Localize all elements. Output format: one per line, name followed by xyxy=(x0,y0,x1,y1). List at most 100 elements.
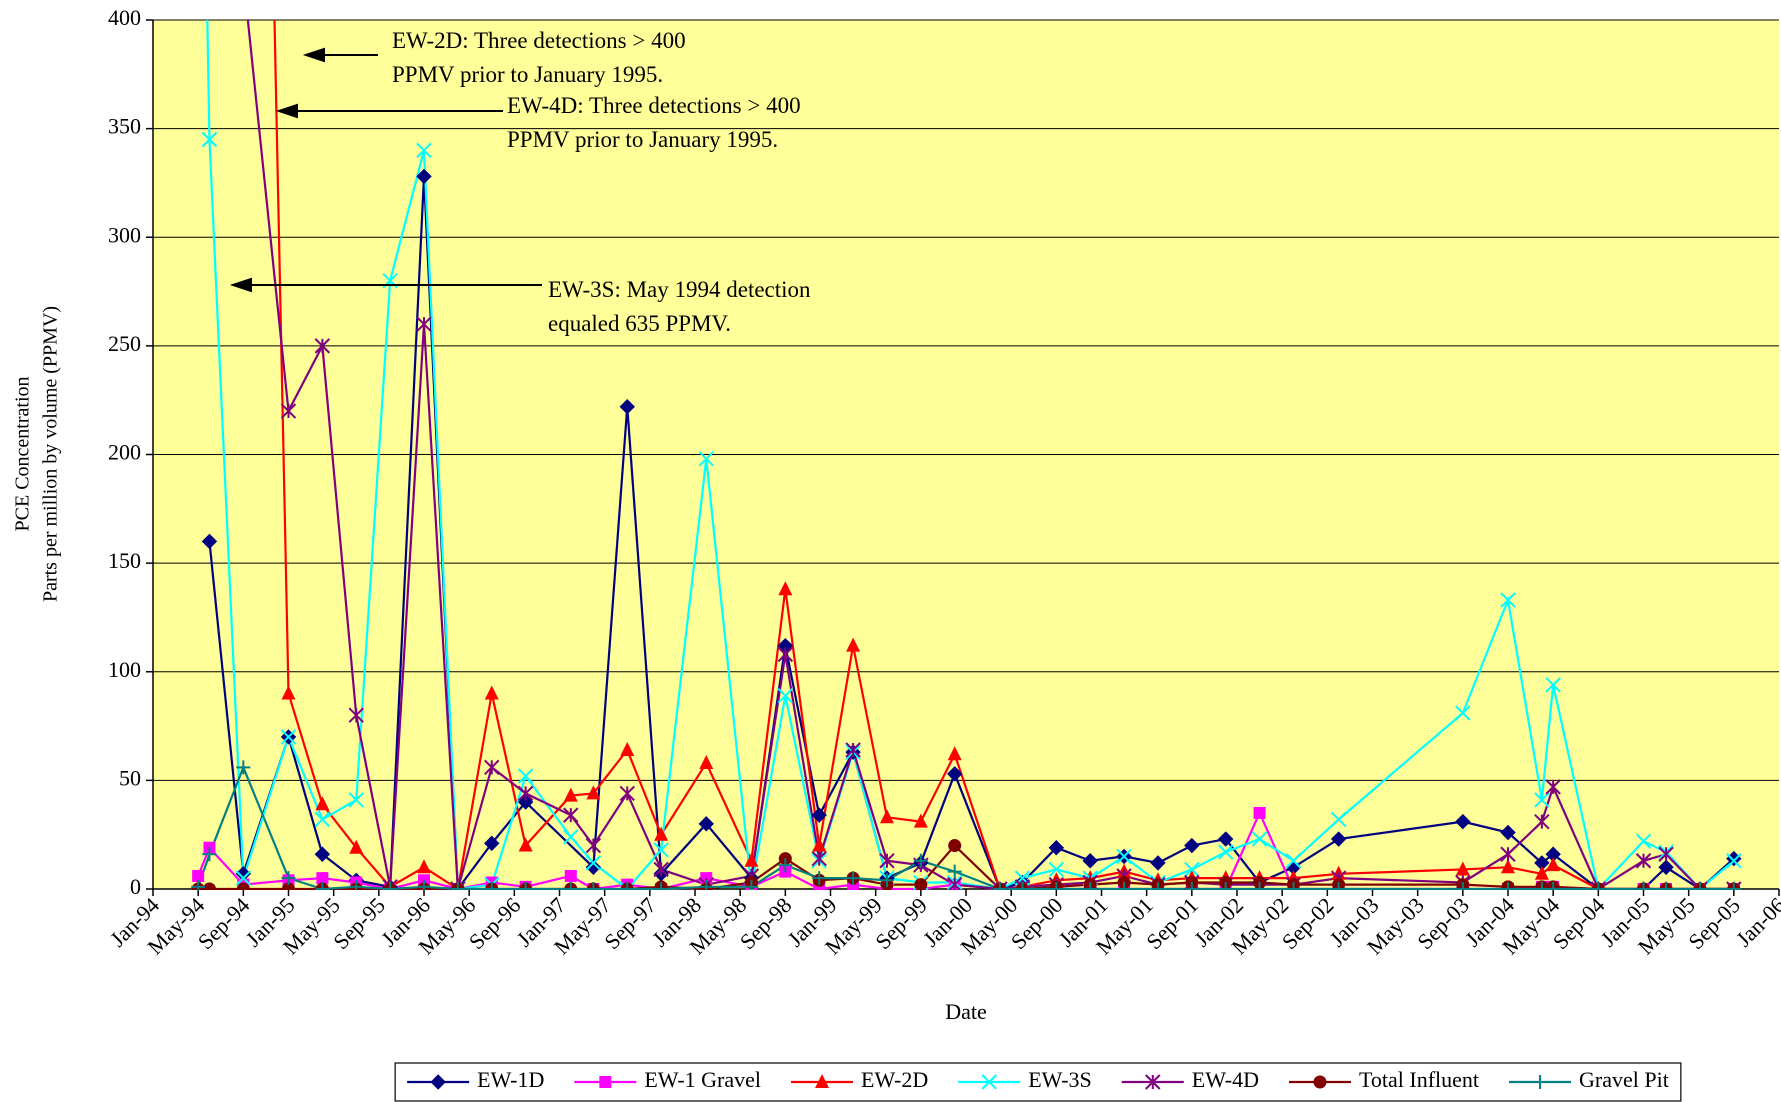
marker xyxy=(948,839,962,853)
marker xyxy=(236,760,251,775)
marker xyxy=(1048,840,1065,856)
marker xyxy=(518,837,533,852)
marker xyxy=(517,768,534,784)
annotation: EW-3S: May 1994 detection xyxy=(548,277,811,302)
marker xyxy=(815,1074,830,1088)
marker xyxy=(201,131,218,148)
marker xyxy=(845,742,861,758)
marker xyxy=(192,869,205,882)
marker xyxy=(1500,824,1516,841)
marker xyxy=(281,871,296,886)
marker xyxy=(1500,592,1516,608)
marker xyxy=(620,882,635,890)
marker xyxy=(348,707,364,723)
marker xyxy=(1455,861,1470,876)
marker xyxy=(563,807,579,823)
legend-label: EW-4D xyxy=(1192,1067,1259,1092)
marker xyxy=(586,785,601,800)
marker xyxy=(1184,837,1200,854)
marker xyxy=(280,403,297,419)
marker xyxy=(1658,859,1674,875)
marker xyxy=(653,842,669,858)
marker xyxy=(846,871,861,886)
marker xyxy=(914,878,928,890)
marker xyxy=(879,853,895,869)
x-tick-label: Sep-96 xyxy=(464,892,526,954)
marker xyxy=(1015,882,1030,890)
marker xyxy=(879,873,894,888)
marker xyxy=(777,646,794,663)
legend-label: Total Influent xyxy=(1359,1067,1479,1092)
y-tick-label: 350 xyxy=(108,114,141,139)
marker xyxy=(236,882,250,890)
annotation: PPMV prior to January 1995. xyxy=(507,127,778,152)
marker xyxy=(654,882,669,890)
marker xyxy=(1251,831,1268,847)
x-tick-label: Sep-00 xyxy=(1006,892,1068,954)
annotation-arrows xyxy=(229,47,542,293)
marker xyxy=(699,879,714,890)
marker xyxy=(1591,882,1606,890)
x-tick-label: Sep-97 xyxy=(599,892,661,954)
marker xyxy=(563,882,578,890)
marker xyxy=(1117,882,1132,890)
marker xyxy=(416,142,432,159)
marker xyxy=(1150,855,1166,871)
y-tick-label: 150 xyxy=(108,548,141,573)
x-tick-label: Sep-02 xyxy=(1277,892,1339,954)
marker xyxy=(1533,1075,1548,1089)
marker xyxy=(1150,882,1165,890)
marker xyxy=(1184,861,1200,878)
y-tick-label: 50 xyxy=(119,765,141,790)
legend-label: EW-1D xyxy=(477,1067,544,1092)
marker xyxy=(315,882,330,890)
marker xyxy=(1286,882,1301,890)
marker xyxy=(1501,859,1515,874)
marker xyxy=(349,879,364,890)
marker xyxy=(202,847,217,862)
y-tick-label: 400 xyxy=(108,5,141,30)
marker xyxy=(1082,853,1098,869)
marker xyxy=(1636,882,1651,890)
marker xyxy=(383,882,398,890)
marker xyxy=(1049,882,1064,890)
marker xyxy=(316,872,329,885)
marker xyxy=(564,869,577,882)
marker xyxy=(1252,882,1267,890)
marker xyxy=(1534,865,1549,880)
marker xyxy=(778,858,793,873)
marker xyxy=(947,864,962,879)
marker xyxy=(1330,831,1347,847)
marker xyxy=(947,876,963,890)
x-tick-label: Sep-99 xyxy=(870,892,932,954)
x-tick-label: Sep-03 xyxy=(1412,892,1474,954)
x-tick-label: Sep-94 xyxy=(193,892,255,954)
marker xyxy=(1218,882,1233,890)
marker xyxy=(1455,705,1471,721)
marker xyxy=(280,729,297,745)
marker xyxy=(1726,853,1742,869)
annotation: equaled 635 PPMV. xyxy=(548,311,731,336)
annotation: EW-2D: Three detections > 400 xyxy=(392,28,686,53)
y-axis-title: Parts per million by volume (PPMV) xyxy=(40,306,62,602)
marker xyxy=(416,316,432,332)
marker xyxy=(913,813,928,828)
marker xyxy=(1500,846,1516,862)
legend-label: EW-1 Gravel xyxy=(644,1067,761,1092)
marker xyxy=(811,807,827,823)
marker xyxy=(947,746,962,761)
marker xyxy=(517,785,534,802)
marker xyxy=(1534,813,1550,830)
marker xyxy=(1658,846,1674,862)
y-tick-label: 100 xyxy=(108,657,141,682)
marker xyxy=(812,871,827,886)
marker xyxy=(698,451,714,467)
marker xyxy=(619,398,635,415)
legend: EW-1D EW-1 Gravel EW-2D EW-3S EW-4D Total Inf… xyxy=(394,1062,1682,1102)
y-tick-label: 0 xyxy=(130,874,141,899)
marker xyxy=(1253,806,1266,819)
marker xyxy=(1218,831,1234,847)
x-tick-label: Sep-04 xyxy=(1548,892,1610,954)
marker xyxy=(484,882,499,890)
marker xyxy=(913,853,928,868)
